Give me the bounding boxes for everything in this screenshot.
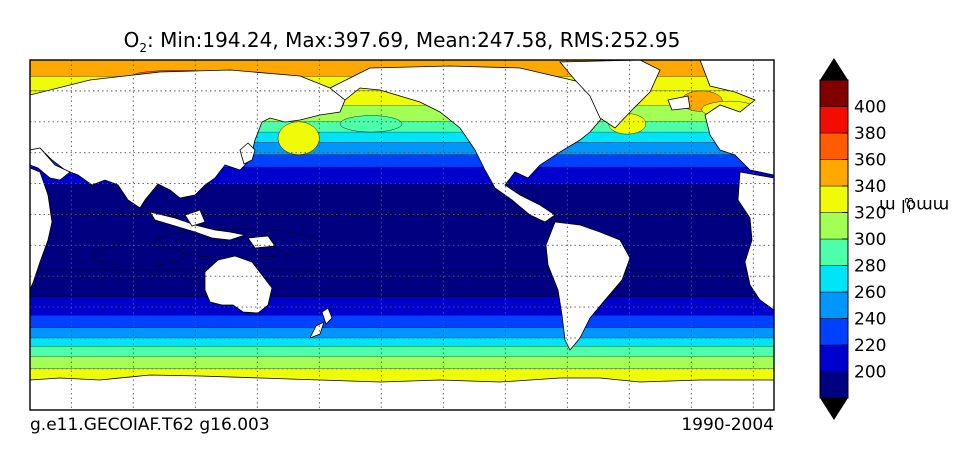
colorbar-tick-label: 260 (854, 283, 886, 303)
land-australia (204, 255, 273, 314)
land-new-zealand-south (309, 321, 325, 339)
colorbar-under-arrow (820, 398, 848, 420)
colorbar-swatch-10 (819, 106, 849, 134)
colorbar-swatch-2 (819, 318, 849, 346)
colorbar-swatch-11 (819, 79, 849, 107)
land-japan (239, 142, 256, 165)
chart-title: O2: Min:194.24, Max:397.69, Mean:247.58,… (30, 26, 774, 62)
colorbar-tick-label: 380 (854, 124, 886, 144)
colorbar-unit-label: mmol m −3 (879, 120, 949, 290)
colorbar-tick-label: 340 (854, 177, 886, 197)
colorbar-swatch-1 (819, 344, 849, 372)
feature-bering-sea-green (339, 115, 403, 133)
land-iceland (667, 95, 691, 111)
land-antarctica (30, 374, 774, 410)
colorbar-unit: mmol m (878, 195, 950, 215)
colorbar-tick-label: 280 (854, 257, 886, 277)
colorbar-tick-label: 240 (854, 310, 886, 330)
colorbar-tick-label: 320 (854, 204, 886, 224)
colorbar-swatch-5 (819, 238, 849, 266)
colorbar-tick-label: 300 (854, 230, 886, 250)
colorbar-over-arrow (820, 58, 848, 80)
title-stats: : Min:194.24, Max:397.69, Mean:247.58, R… (147, 28, 681, 52)
land-africa-east (737, 171, 774, 311)
oxygen-band-14 (30, 327, 774, 339)
colorbar-swatch-9 (819, 132, 849, 160)
plot-frame (29, 59, 775, 411)
title-species-subscript: 2 (139, 41, 148, 55)
land-arabia (30, 147, 71, 181)
colorbar: 200 220 240 260 280 300 320 340 360 380 400 (819, 58, 886, 420)
colorbar-tick-label: 400 (854, 98, 886, 118)
oxygen-band-11 (30, 269, 774, 298)
land-new-zealand-north (321, 307, 333, 325)
oxygen-band-17 (30, 356, 774, 370)
colorbar-swatch-8 (819, 159, 849, 187)
title-species: O (123, 28, 140, 52)
land-greenland (559, 60, 661, 129)
colorbar-tick-label: 200 (854, 363, 886, 383)
colorbar-swatches (819, 58, 849, 420)
oxygen-band-12 (30, 296, 774, 317)
land-borneo-newguinea (184, 209, 276, 249)
colorbar-swatch-0 (819, 371, 849, 399)
time-period: 1990-2004 (681, 415, 774, 435)
colorbar-ticks: 200 220 240 260 280 300 320 340 360 380 400 (842, 98, 886, 383)
land-europe-east (699, 60, 774, 176)
colorbar-swatch-7 (819, 185, 849, 213)
land-africa (30, 167, 53, 291)
colorbar-tick-label: 220 (854, 336, 886, 356)
oxygen-band-13 (30, 315, 774, 329)
oxygen-band-15 (30, 337, 774, 347)
colorbar-swatch-3 (819, 291, 849, 319)
feature-west-pacific-low-o2-west (91, 245, 186, 267)
colorbar-swatch-4 (819, 265, 849, 293)
case-name: g.e11.GECOIAF.T62 g16.003 (30, 415, 270, 435)
plot-area (30, 60, 774, 410)
colorbar-tick-label: 360 (854, 151, 886, 171)
oxygen-band-16 (30, 346, 774, 358)
feature-okhotsk-yellow (277, 121, 320, 155)
colorbar-swatch-6 (819, 212, 849, 240)
